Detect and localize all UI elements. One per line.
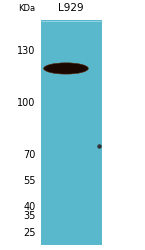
Text: 35: 35 [23,210,36,220]
Bar [41,20,102,245]
Ellipse shape [44,63,88,74]
Text: 130: 130 [17,46,36,56]
Text: 40: 40 [23,202,36,212]
Text: 55: 55 [23,176,36,186]
Text: 25: 25 [23,228,36,238]
Text: KDa: KDa [18,4,36,13]
Text: L929: L929 [58,3,84,13]
Text: 70: 70 [23,150,36,160]
Text: 100: 100 [17,98,36,108]
